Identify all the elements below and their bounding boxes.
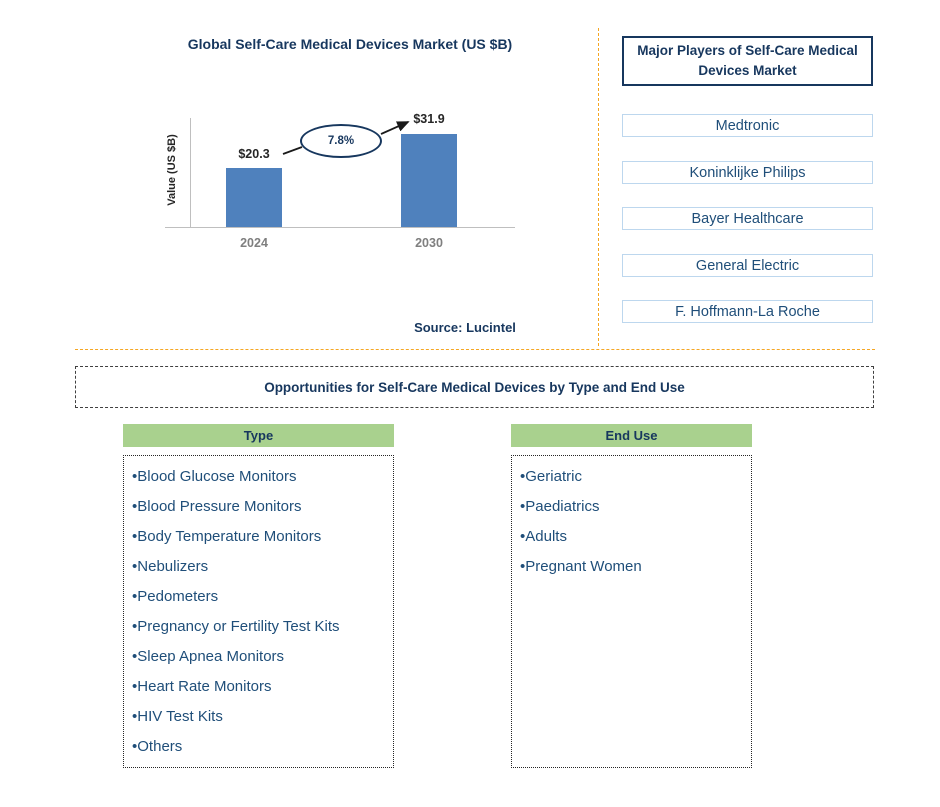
list-item: Adults (520, 522, 747, 552)
type-column-header: Type (123, 424, 394, 447)
list-item: Pedometers (132, 582, 389, 612)
source-text: Source: Lucintel (414, 320, 516, 335)
list-item: Sleep Apnea Monitors (132, 642, 389, 672)
player-item: General Electric (622, 254, 873, 277)
list-item: Blood Glucose Monitors (132, 462, 389, 492)
player-item: Bayer Healthcare (622, 207, 873, 230)
bar-2030 (401, 134, 457, 227)
bar-value-2024: $20.3 (238, 147, 270, 161)
horizontal-divider (75, 349, 875, 350)
list-item: Heart Rate Monitors (132, 672, 389, 702)
list-item: HIV Test Kits (132, 702, 389, 732)
growth-rate-badge: 7.8% (300, 124, 382, 158)
player-item: Koninklijke Philips (622, 161, 873, 184)
list-item: Pregnant Women (520, 552, 747, 582)
bar-2024 (226, 168, 282, 227)
player-item: Medtronic (622, 114, 873, 137)
enduse-list: Geriatric Paediatrics Adults Pregnant Wo… (520, 462, 747, 582)
players-panel-title: Major Players of Self-Care Medical Devic… (622, 36, 873, 86)
list-item: Geriatric (520, 462, 747, 492)
list-item: Blood Pressure Monitors (132, 492, 389, 522)
bar-value-2030: $31.9 (413, 112, 445, 126)
player-item: F. Hoffmann-La Roche (622, 300, 873, 323)
x-tick-2030: 2030 (415, 236, 443, 250)
opportunities-title: Opportunities for Self-Care Medical Devi… (75, 366, 874, 408)
y-axis-label: Value (US $B) (166, 134, 178, 206)
x-axis-line (165, 227, 515, 228)
list-item: Body Temperature Monitors (132, 522, 389, 552)
list-item: Pregnancy or Fertility Test Kits (132, 612, 389, 642)
type-list: Blood Glucose Monitors Blood Pressure Mo… (132, 462, 389, 762)
enduse-list-box: Geriatric Paediatrics Adults Pregnant Wo… (511, 455, 752, 768)
x-tick-2024: 2024 (240, 236, 268, 250)
enduse-column-header: End Use (511, 424, 752, 447)
list-item: Others (132, 732, 389, 762)
list-item: Paediatrics (520, 492, 747, 522)
y-axis-line (190, 118, 191, 228)
list-item: Nebulizers (132, 552, 389, 582)
chart-title: Global Self-Care Medical Devices Market … (187, 36, 513, 52)
type-list-box: Blood Glucose Monitors Blood Pressure Mo… (123, 455, 394, 768)
vertical-divider (598, 28, 599, 346)
